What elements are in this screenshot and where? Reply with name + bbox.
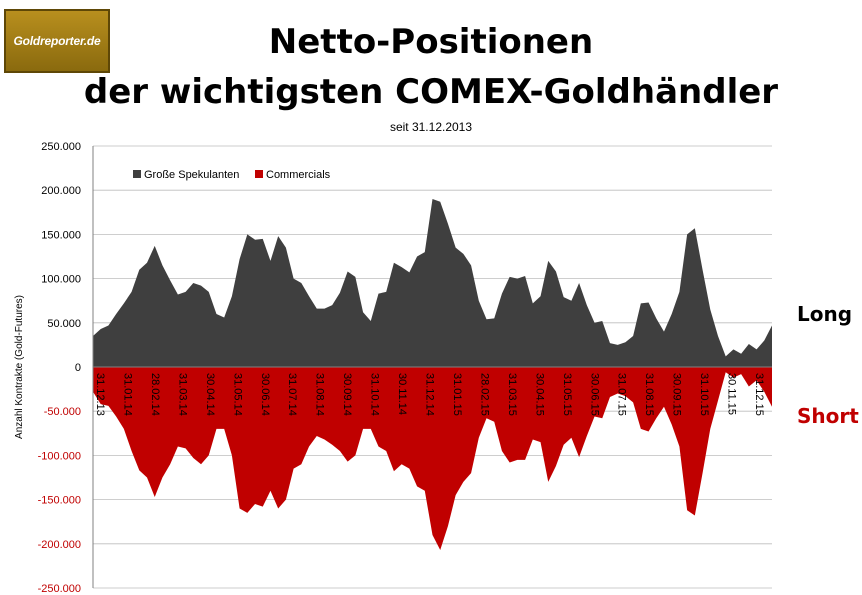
legend-label: Große Spekulanten xyxy=(144,169,239,181)
x-tick-label: 31.12.14 xyxy=(424,373,436,416)
series-area-commercials xyxy=(93,367,772,550)
short-label: Short xyxy=(797,404,859,428)
legend-label: Commercials xyxy=(266,169,331,181)
y-tick-labels: 250.000 200.000 150.000 100.000 50.000 0 -50.0… xyxy=(38,141,81,595)
x-tick-label: 30.11.14 xyxy=(396,373,408,415)
x-tick-label: 31.05.15 xyxy=(561,373,573,416)
x-tick-label: 31.01.15 xyxy=(451,373,463,416)
x-tick-label: 28.02.14 xyxy=(149,373,161,416)
y-tick-label: 250.000 xyxy=(41,141,81,153)
y-axis-label: Anzahl Kontrakte (Gold-Futures) xyxy=(14,295,25,439)
y-tick-label: 200.000 xyxy=(41,185,81,197)
x-tick-label: 31.01.14 xyxy=(122,373,134,416)
chart-title-line2: der wichtigsten COMEX-Goldhändler xyxy=(83,72,779,112)
y-tick-label: 150.000 xyxy=(41,229,81,241)
x-tick-label: 30.11.15 xyxy=(726,373,738,415)
x-tick-label: 30.04.15 xyxy=(533,373,545,416)
x-tick-label: 31.12.15 xyxy=(753,373,765,416)
x-tick-label: 30.09.15 xyxy=(671,373,683,416)
x-tick-label: 31.08.14 xyxy=(314,373,326,416)
legend-swatch xyxy=(133,170,141,178)
x-tick-label: 30.09.14 xyxy=(341,373,353,416)
x-tick-label: 31.10.15 xyxy=(698,373,710,416)
y-tick-label: -250.000 xyxy=(38,583,81,595)
chart-areas xyxy=(93,199,772,550)
x-tick-label: 30.06.15 xyxy=(588,373,600,416)
y-tick-label: 50.000 xyxy=(47,318,81,330)
x-tick-label: 31.03.15 xyxy=(506,373,518,416)
x-tick-label: 31.10.14 xyxy=(369,373,381,416)
y-tick-label: -50.000 xyxy=(44,406,81,418)
x-tick-label: 30.04.14 xyxy=(204,373,216,416)
x-tick-label: 31.03.14 xyxy=(176,373,188,416)
legend-swatch xyxy=(255,170,263,178)
x-tick-label: 31.07.14 xyxy=(286,373,298,416)
long-label: Long xyxy=(797,302,853,326)
y-tick-label: 100.000 xyxy=(41,274,81,286)
x-tick-label: 31.08.15 xyxy=(643,373,655,416)
y-tick-label: 0 xyxy=(75,362,81,374)
x-tick-label: 31.05.14 xyxy=(231,373,243,416)
y-tick-label: -150.000 xyxy=(38,495,81,507)
chart-axes xyxy=(92,146,772,588)
chart-title-line1: Netto-Positionen xyxy=(268,22,594,62)
x-tick-label: 31.12.13 xyxy=(94,373,106,416)
series-area-spekulanten xyxy=(93,199,772,367)
x-tick-label: 30.06.14 xyxy=(259,373,271,416)
goldreporter-logo: Goldreporter.de xyxy=(4,9,110,73)
logo-text: Goldreporter.de xyxy=(13,34,101,48)
y-tick-label: -200.000 xyxy=(38,539,81,551)
y-tick-label: -100.000 xyxy=(38,450,81,462)
x-tick-labels: 31.12.13 31.01.14 28.02.14 31.03.14 30.04.14… xyxy=(94,373,765,416)
x-tick-label: 28.02.15 xyxy=(478,373,490,416)
chart-subtitle: seit 31.12.2013 xyxy=(389,120,473,134)
chart-legend: Große Spekulanten Commercials xyxy=(133,169,331,181)
x-tick-label: 31.07.15 xyxy=(616,373,628,416)
